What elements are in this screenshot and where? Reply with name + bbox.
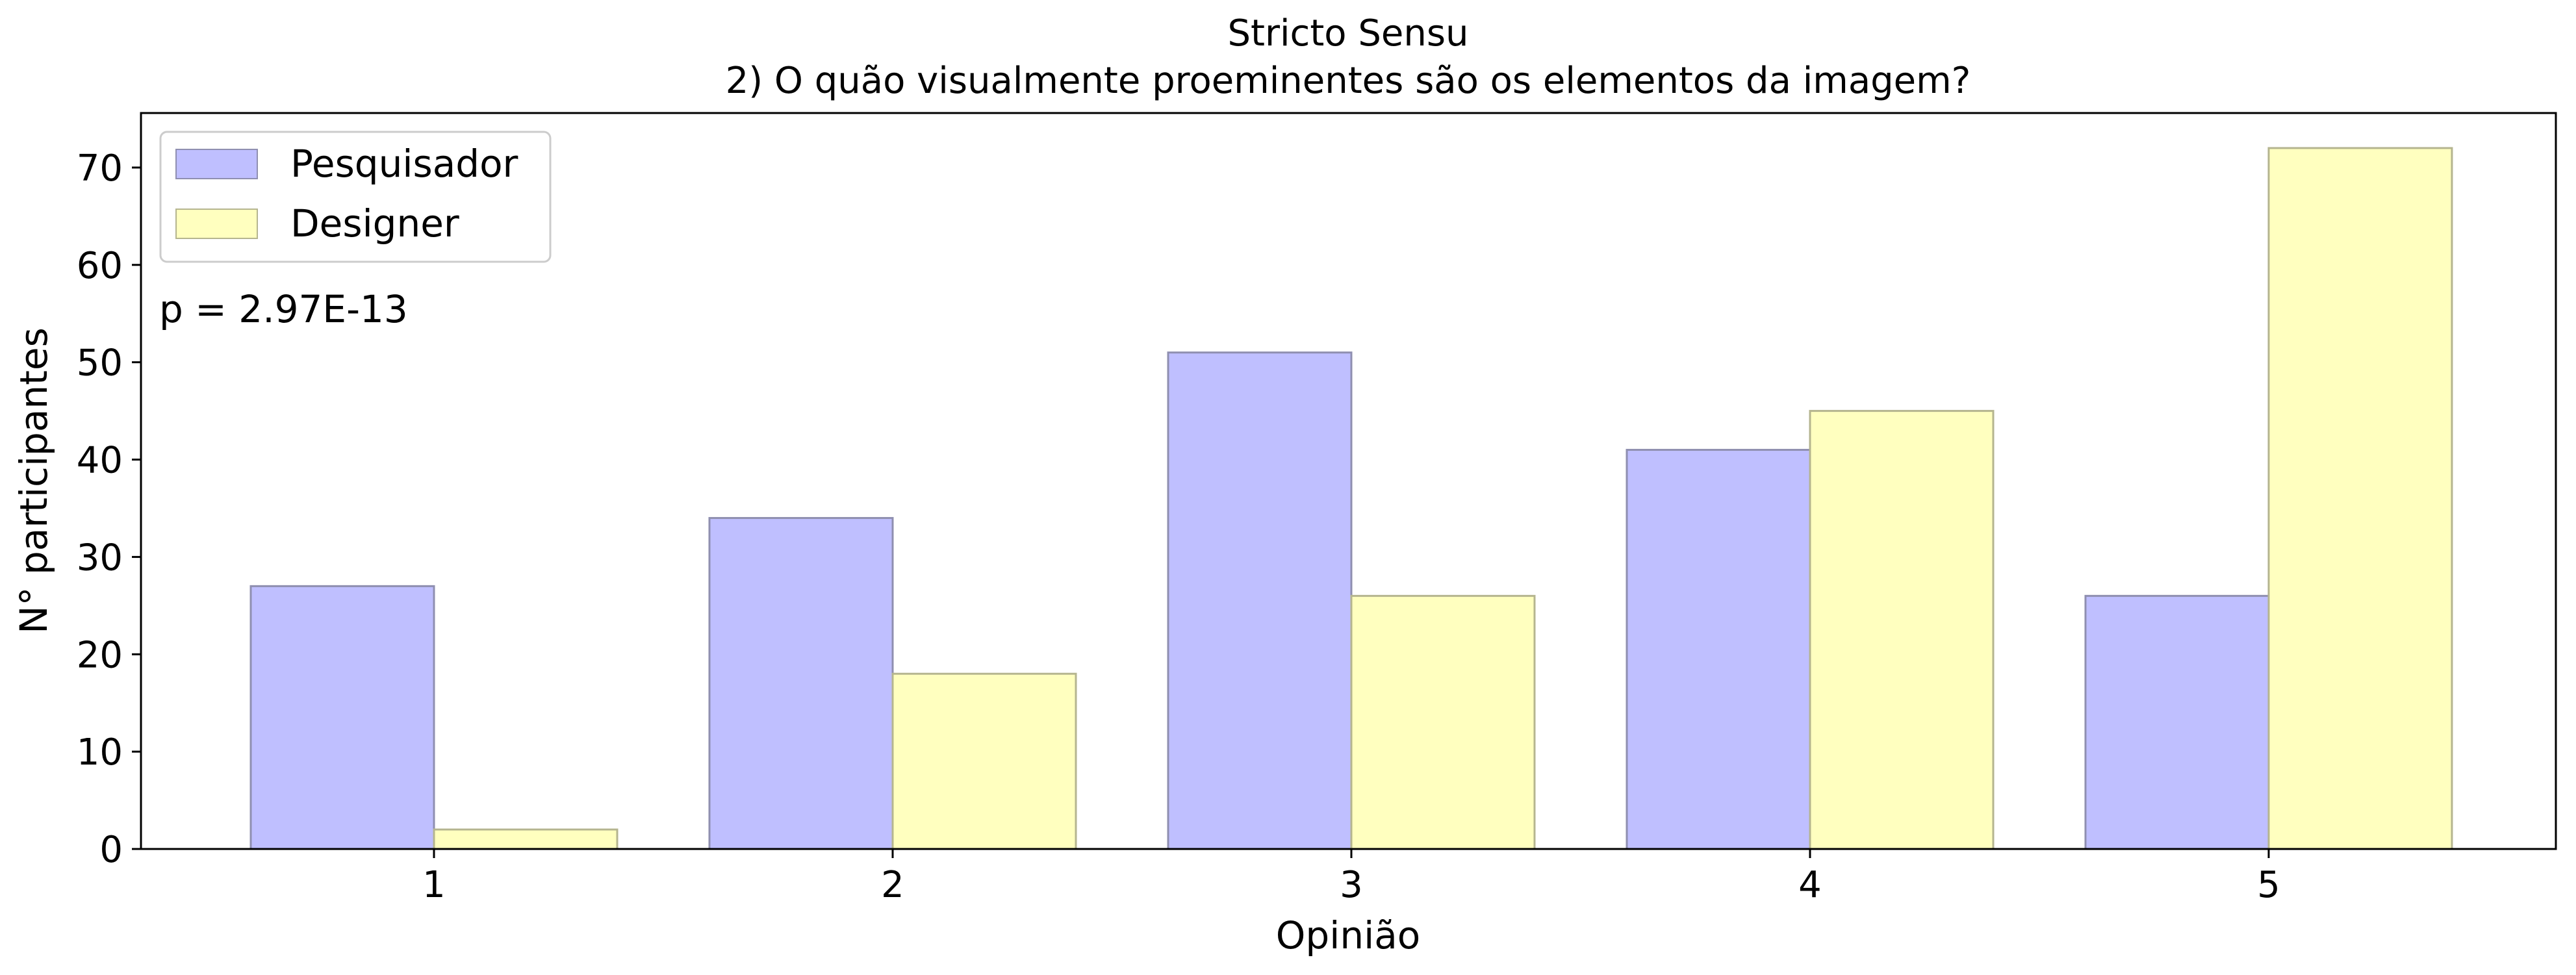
legend-swatch-pesquisador <box>175 149 258 179</box>
x-tick-label: 3 <box>1340 864 1363 906</box>
bars-layer <box>249 147 2453 850</box>
x-tick-label: 4 <box>1798 864 1822 906</box>
x-axis: 1 2 3 4 5 <box>422 849 2280 906</box>
legend: Pesquisador Designer <box>159 131 552 263</box>
x-tick-label: 5 <box>2257 864 2280 906</box>
legend-swatch-designer <box>175 209 258 239</box>
y-axis: 0 10 20 30 40 50 60 70 <box>77 147 141 871</box>
y-tick-label: 30 <box>77 537 123 579</box>
y-axis-label: N° participantes <box>12 327 56 634</box>
p-value-annotation: p = 2.97E-13 <box>159 287 408 331</box>
x-tick-label: 1 <box>422 864 446 906</box>
legend-label-pesquisador: Pesquisador <box>290 142 518 186</box>
chart-title: Stricto Sensu <box>1227 12 1468 55</box>
x-tick-label: 2 <box>881 864 904 906</box>
chart-subtitle: 2) O quão visualmente proeminentes são o… <box>726 60 1971 102</box>
x-axis-label: Opinião <box>1276 913 1420 957</box>
y-tick-label: 10 <box>77 731 123 774</box>
y-tick-label: 20 <box>77 634 123 676</box>
bar-pesquisador-4 <box>1626 449 1811 850</box>
bar-pesquisador-3 <box>1167 351 1353 850</box>
bar-pesquisador-5 <box>2084 594 2270 850</box>
y-tick-label: 50 <box>77 342 123 385</box>
bar-designer-2 <box>891 672 1077 850</box>
y-tick-label: 70 <box>77 147 123 190</box>
y-tick-label: 60 <box>77 245 123 287</box>
bar-designer-3 <box>1350 594 1536 850</box>
legend-label-designer: Designer <box>290 201 459 246</box>
plot-frame <box>140 112 2557 850</box>
bar-designer-5 <box>2267 147 2453 850</box>
bar-designer-4 <box>1809 410 1995 850</box>
y-tick-label: 40 <box>77 440 123 482</box>
y-tick-label: 0 <box>99 829 123 871</box>
bar-pesquisador-2 <box>708 516 894 850</box>
bar-pesquisador-1 <box>249 585 435 850</box>
bar-designer-1 <box>433 828 618 850</box>
